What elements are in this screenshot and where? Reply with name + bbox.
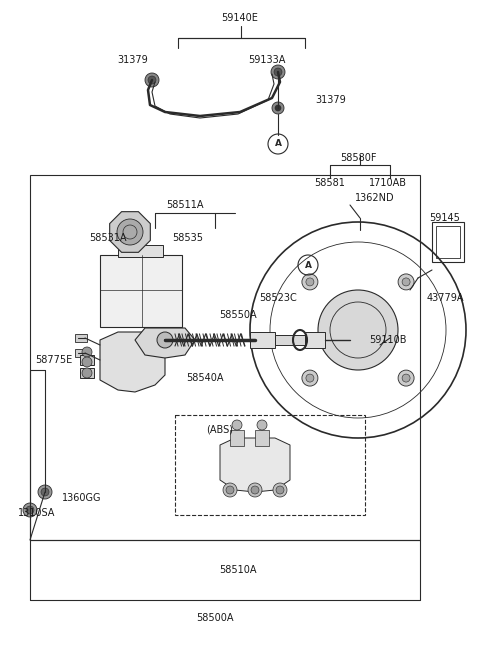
Bar bbox=[75, 349, 87, 357]
Circle shape bbox=[38, 485, 52, 499]
Bar bbox=[175, 415, 365, 515]
Text: 31379: 31379 bbox=[117, 55, 148, 65]
Bar bbox=[305, 332, 325, 348]
Bar bbox=[80, 368, 94, 378]
Text: 58511A: 58511A bbox=[166, 200, 204, 210]
Text: (ABS): (ABS) bbox=[206, 425, 233, 435]
Circle shape bbox=[82, 357, 92, 367]
Text: 58540A: 58540A bbox=[186, 373, 224, 383]
Circle shape bbox=[223, 483, 237, 497]
Text: 31379: 31379 bbox=[315, 95, 346, 105]
Circle shape bbox=[306, 278, 314, 286]
Circle shape bbox=[274, 68, 282, 76]
Circle shape bbox=[248, 483, 262, 497]
Circle shape bbox=[257, 420, 267, 430]
Text: 58581: 58581 bbox=[314, 178, 346, 188]
Circle shape bbox=[398, 274, 414, 290]
Polygon shape bbox=[135, 328, 195, 358]
Circle shape bbox=[302, 274, 318, 290]
Polygon shape bbox=[100, 332, 165, 392]
Circle shape bbox=[271, 65, 285, 79]
Circle shape bbox=[251, 486, 259, 494]
Circle shape bbox=[306, 374, 314, 382]
Circle shape bbox=[302, 370, 318, 386]
Text: 58535: 58535 bbox=[172, 233, 204, 243]
Text: 59145: 59145 bbox=[430, 213, 460, 223]
Bar bbox=[100, 255, 182, 327]
Bar bbox=[250, 332, 275, 348]
Text: 58500A: 58500A bbox=[196, 613, 234, 623]
Bar bbox=[118, 245, 163, 257]
Bar bbox=[432, 222, 464, 262]
Circle shape bbox=[23, 503, 37, 517]
Bar bbox=[275, 335, 305, 345]
Polygon shape bbox=[109, 212, 150, 252]
Circle shape bbox=[82, 347, 92, 357]
Text: 1710AB: 1710AB bbox=[369, 178, 407, 188]
Polygon shape bbox=[220, 438, 290, 492]
Text: 58580F: 58580F bbox=[340, 153, 376, 163]
Circle shape bbox=[402, 278, 410, 286]
Circle shape bbox=[318, 290, 398, 370]
Text: A: A bbox=[304, 261, 312, 269]
Bar bbox=[436, 226, 460, 258]
Text: A: A bbox=[275, 140, 281, 149]
Bar bbox=[230, 430, 244, 446]
Text: 58550A: 58550A bbox=[219, 310, 257, 320]
Circle shape bbox=[148, 76, 156, 84]
Bar bbox=[255, 430, 269, 446]
Text: 43779A: 43779A bbox=[426, 293, 464, 303]
Circle shape bbox=[145, 73, 159, 87]
Bar bbox=[30, 175, 420, 540]
Circle shape bbox=[402, 374, 410, 382]
Circle shape bbox=[273, 483, 287, 497]
Circle shape bbox=[275, 105, 281, 111]
Text: 59110B: 59110B bbox=[369, 335, 407, 345]
Circle shape bbox=[41, 488, 49, 496]
Bar bbox=[80, 355, 94, 365]
Circle shape bbox=[398, 370, 414, 386]
Bar bbox=[75, 334, 87, 342]
Circle shape bbox=[232, 420, 242, 430]
Text: 59133A: 59133A bbox=[248, 55, 286, 65]
Text: 58531A: 58531A bbox=[89, 233, 127, 243]
Circle shape bbox=[26, 506, 34, 514]
Circle shape bbox=[82, 368, 92, 378]
Circle shape bbox=[157, 332, 173, 348]
Circle shape bbox=[226, 486, 234, 494]
Circle shape bbox=[276, 486, 284, 494]
Text: 58775E: 58775E bbox=[35, 355, 72, 365]
Text: 59140E: 59140E bbox=[222, 13, 258, 23]
Circle shape bbox=[272, 102, 284, 114]
Text: 58523C: 58523C bbox=[259, 293, 297, 303]
Text: 1310SA: 1310SA bbox=[18, 508, 55, 518]
Text: 1360GG: 1360GG bbox=[62, 493, 101, 503]
Text: 58510A: 58510A bbox=[219, 565, 257, 575]
Text: 1362ND: 1362ND bbox=[355, 193, 395, 203]
Circle shape bbox=[117, 219, 143, 245]
